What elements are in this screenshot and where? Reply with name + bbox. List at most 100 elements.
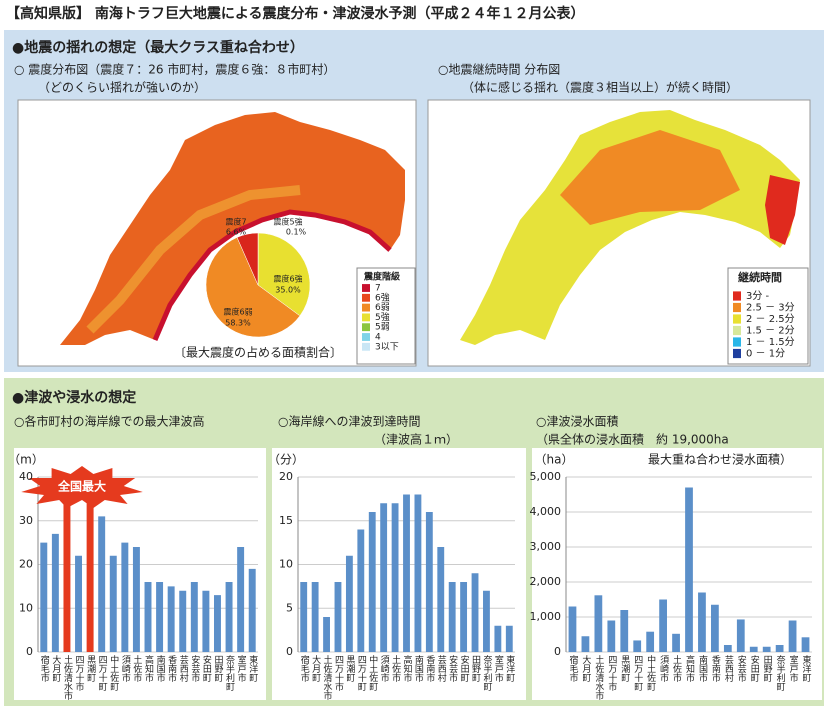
x-tick-label: 土佐市 bbox=[131, 654, 142, 683]
bar bbox=[98, 516, 105, 652]
x-tick-label: 田野町 bbox=[212, 655, 223, 682]
x-tick-label: 黒潮町 bbox=[619, 655, 630, 682]
pie-label: 震度7 bbox=[225, 217, 246, 227]
bar bbox=[483, 591, 490, 652]
bar bbox=[335, 582, 342, 652]
x-tick-label: 宿毛市 bbox=[39, 654, 50, 683]
bar bbox=[312, 582, 319, 652]
legend-swatch bbox=[733, 337, 741, 346]
page-title: 【高知県版】 南海トラフ巨大地震による震度分布・津波浸水予測（平成２４年１２月公… bbox=[6, 5, 584, 22]
x-tick-label: 大月町 bbox=[580, 654, 591, 682]
legend-title: 震度階級 bbox=[363, 271, 400, 283]
x-tick-label: 安芸市 bbox=[189, 654, 200, 683]
x-tick-label: 土佐市 bbox=[671, 654, 682, 683]
x-tick-label: 土佐清水市 bbox=[62, 654, 73, 701]
y-tick-label: 3,000 bbox=[530, 540, 562, 553]
y-tick-label: 15 bbox=[279, 514, 293, 527]
y-tick-label: 5 bbox=[286, 601, 293, 614]
bar bbox=[202, 591, 209, 652]
pie-label: 震度5強 bbox=[273, 217, 302, 227]
x-tick-label: 高知市 bbox=[402, 654, 413, 683]
bar bbox=[392, 503, 399, 652]
x-tick-label: 南国市 bbox=[413, 654, 424, 683]
x-tick-label: 須崎市 bbox=[658, 655, 669, 683]
legend-title: 継続時間 bbox=[738, 270, 782, 284]
bar bbox=[494, 626, 501, 652]
bar bbox=[472, 573, 479, 652]
pie-caption: 〔最大震度の占める面積割合〕 bbox=[174, 345, 342, 360]
x-tick-label: 安田町 bbox=[749, 654, 760, 682]
x-tick-label: 田野町 bbox=[470, 655, 481, 682]
bar bbox=[156, 582, 163, 652]
y-tick-label: 20 bbox=[279, 470, 293, 483]
x-tick-label: 須崎市 bbox=[379, 655, 390, 683]
bar bbox=[226, 582, 233, 652]
bar bbox=[249, 569, 256, 652]
quake-heading: ●地震の揺れの想定（最大クラス重ね合わせ） bbox=[12, 39, 304, 56]
legend-swatch bbox=[733, 291, 741, 300]
bar bbox=[672, 634, 680, 652]
legend-swatch bbox=[733, 303, 741, 312]
x-tick-label: 安田町 bbox=[201, 654, 212, 682]
legend-label: 0 － 1分 bbox=[746, 348, 785, 360]
legend-swatch bbox=[362, 284, 370, 292]
bar bbox=[763, 647, 771, 652]
chart-title: ○各市町村の海岸線での最大津波高 bbox=[14, 414, 204, 429]
y-tick-label: 2,000 bbox=[530, 575, 562, 588]
x-tick-label: 須崎市 bbox=[120, 655, 131, 683]
bar bbox=[437, 547, 444, 652]
x-tick-label: 中土佐町 bbox=[367, 654, 378, 691]
bar bbox=[40, 543, 47, 652]
x-tick-label: 南国市 bbox=[155, 654, 166, 683]
y-tick-label: 0 bbox=[26, 645, 33, 658]
y-tick-label: 0 bbox=[286, 645, 293, 658]
bar bbox=[582, 636, 590, 652]
bar bbox=[403, 495, 410, 653]
x-tick-label: 四万十市 bbox=[333, 655, 344, 692]
bar bbox=[620, 610, 628, 652]
bar bbox=[369, 512, 376, 652]
x-tick-label: 南国市 bbox=[697, 654, 708, 683]
chart-title: ○津波浸水面積 bbox=[536, 414, 618, 429]
bar bbox=[63, 503, 70, 652]
legend-swatch bbox=[362, 323, 370, 331]
bar bbox=[380, 503, 387, 652]
pie-value-label: 0.1% bbox=[286, 228, 307, 237]
bar bbox=[52, 534, 59, 652]
legend-label: 5弱 bbox=[375, 322, 390, 333]
legend-swatch bbox=[362, 333, 370, 341]
y-tick-label: 10 bbox=[19, 601, 33, 614]
x-tick-label: 四万十市 bbox=[606, 655, 617, 692]
map-subtitle: （体に感じる揺れ（震度３相当以上）が続く時間） bbox=[462, 80, 738, 95]
x-tick-label: 中土佐町 bbox=[645, 654, 656, 691]
bar bbox=[75, 556, 82, 652]
bar bbox=[594, 595, 602, 652]
annotation: 全国最大 bbox=[57, 479, 106, 494]
bar bbox=[110, 556, 117, 652]
x-tick-label: 東洋町 bbox=[247, 654, 257, 682]
legend-label: 1.5 － 2分 bbox=[746, 325, 795, 337]
map-title: ○ 震度分布図（震度７：26 市町村，震度６強：８市町村） bbox=[14, 62, 335, 77]
x-tick-label: 四万十市 bbox=[74, 655, 85, 692]
x-tick-label: 大月町 bbox=[50, 654, 61, 682]
x-tick-label: 安芸市 bbox=[736, 654, 747, 683]
pie-value-label: 6.6% bbox=[226, 228, 247, 237]
bar bbox=[449, 582, 456, 652]
bar bbox=[506, 626, 513, 652]
bar bbox=[300, 582, 307, 652]
x-tick-label: 田野町 bbox=[762, 655, 773, 682]
x-tick-label: 香南市 bbox=[166, 655, 177, 683]
bar bbox=[87, 503, 94, 652]
bar bbox=[659, 600, 667, 653]
map-subtitle: （どのくらい揺れが強いのか） bbox=[38, 80, 206, 95]
bar bbox=[346, 556, 353, 652]
legend-label: 3以下 bbox=[375, 342, 399, 352]
x-tick-label: 芸西村 bbox=[436, 654, 447, 682]
legend-label: 6強 bbox=[375, 291, 390, 303]
x-tick-label: 安田町 bbox=[459, 654, 470, 682]
pie-value-label: 35.0% bbox=[275, 286, 301, 295]
y-tick-label: 30 bbox=[19, 514, 33, 527]
x-tick-label: 香南市 bbox=[424, 655, 435, 683]
bar bbox=[179, 591, 186, 652]
